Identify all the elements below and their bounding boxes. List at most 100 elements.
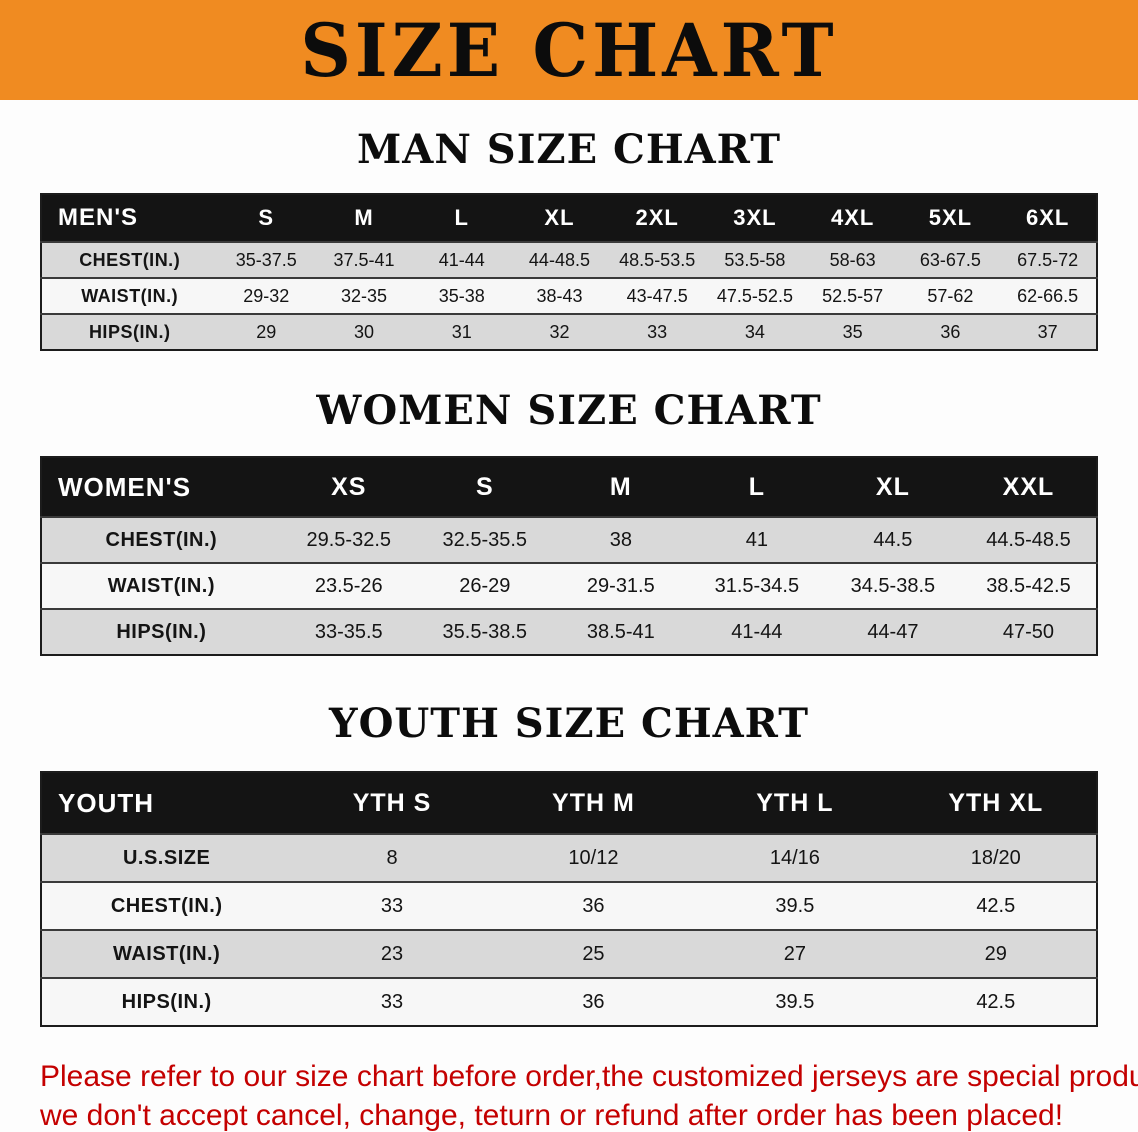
size-header-cell: 4XL (803, 194, 902, 242)
youth-size-chart-section: YOUTH SIZE CHART YOUTH YTH S YTH M YTH L YTH… (0, 700, 1138, 1027)
table-row: CHEST(IN.) 29.5-32.5 32.5-35.5 38 41 44.5 44.5… (41, 517, 1097, 563)
table-header-row: YOUTH YTH S YTH M YTH L YTH XL (41, 772, 1097, 834)
measurement-value-cell: 36 (582, 990, 605, 1013)
mens-size-table: MEN'S S M L XL 2XL 3XL 4XL 5XL 6XL CHEST(IN.) 35-37… (40, 193, 1098, 351)
table-title-cell: WOMEN'S (41, 457, 281, 517)
measurement-value-cell: 25 (582, 942, 605, 965)
measurement-value-cell: 44-48.5 (528, 249, 590, 270)
measurement-label-cell: CHEST(IN.) (79, 249, 181, 270)
measurement-value-cell: 33 (380, 894, 404, 917)
measurement-value-cell: 35.5-38.5 (442, 620, 528, 643)
table-title-cell: MEN'S (41, 194, 218, 242)
size-header-cell: S (416, 457, 553, 517)
measurement-value-cell: 38.5-42.5 (986, 574, 1071, 597)
table-row: CHEST(IN.) 35-37.5 37.5-41 41-44 44-48.5 48.5… (41, 242, 1097, 278)
measurement-value-cell: 47.5-52.5 (716, 285, 793, 306)
disclaimer-line-1: Please refer to our size chart before or… (40, 1060, 1138, 1093)
measurement-value-cell: 41-44 (731, 620, 783, 643)
measurement-value-cell: 18/20 (970, 846, 1021, 869)
measurement-value-cell: 33 (380, 990, 404, 1013)
man-size-chart-heading: MAN SIZE CHART (357, 126, 781, 173)
measurement-value-cell: 35-37.5 (235, 249, 297, 270)
size-header-cell: 2XL (608, 194, 707, 242)
measurement-value-cell: 31 (451, 321, 472, 342)
size-header-cell: XXL (960, 457, 1097, 517)
measurement-value-cell: 30 (353, 321, 374, 342)
measurement-value-cell: 48.5-53.5 (619, 249, 696, 270)
size-chart-banner: SIZE CHART (0, 0, 1138, 100)
table-title-cell: YOUTH (41, 772, 292, 834)
measurement-label-cell: HIPS(IN.) (116, 620, 207, 643)
size-header-cell: L (688, 457, 825, 517)
women-size-chart-section: WOMEN SIZE CHART WOMEN'S XS S M L XL XXL CHEST(… (0, 387, 1138, 656)
measurement-value-cell: 29 (256, 321, 277, 342)
table-row: HIPS(IN.) 33 36 39.5 42.5 (41, 978, 1097, 1026)
measurement-label-cell: CHEST(IN.) (105, 528, 218, 551)
measurement-value-cell: 36 (582, 894, 605, 917)
size-header-cell: 5XL (901, 194, 1000, 242)
measurement-value-cell: 33-35.5 (314, 620, 383, 643)
measurement-value-cell: 62-66.5 (1017, 285, 1079, 306)
size-header-cell: 6XL (999, 194, 1097, 242)
table-row: WAIST(IN.) 23.5-26 26-29 29-31.5 31.5-34.5 34… (41, 563, 1097, 609)
table-header-row: WOMEN'S XS S M L XL XXL (41, 457, 1097, 517)
order-disclaimer: Please refer to our size chart before or… (40, 1057, 1138, 1132)
measurement-value-cell: 27 (783, 942, 806, 965)
table-row: HIPS(IN.) 29 30 31 32 33 34 35 36 37 (41, 314, 1097, 350)
size-header-cell: XS (280, 457, 417, 517)
measurement-label-cell: WAIST(IN.) (81, 285, 179, 306)
measurement-value-cell: 34 (744, 321, 765, 342)
measurement-value-cell: 39.5 (775, 990, 815, 1013)
size-header-cell: YTH L (694, 772, 896, 834)
measurement-value-cell: 33 (647, 321, 668, 342)
measurement-value-cell: 26-29 (459, 574, 511, 597)
size-header-cell: 3XL (706, 194, 804, 242)
measurement-value-cell: 36 (940, 321, 961, 342)
measurement-value-cell: 29.5-32.5 (306, 528, 392, 551)
measurement-label-cell: U.S.SIZE (122, 846, 211, 869)
measurement-value-cell: 42.5 (976, 990, 1016, 1013)
measurement-value-cell: 23.5-26 (314, 574, 383, 597)
measurement-value-cell: 32.5-35.5 (442, 528, 528, 551)
measurement-value-cell: 44.5-48.5 (986, 528, 1071, 551)
measurement-value-cell: 67.5-72 (1017, 249, 1079, 270)
measurement-value-cell: 44-47 (867, 620, 919, 643)
measurement-value-cell: 52.5-57 (822, 285, 884, 306)
measurement-value-cell: 38 (609, 528, 632, 551)
size-header-cell: YTH S (291, 772, 493, 834)
measurement-value-cell: 41 (745, 528, 768, 551)
womens-size-table: WOMEN'S XS S M L XL XXL CHEST(IN.) 29.5-32.5 32.5… (40, 456, 1098, 656)
size-chart-title: SIZE CHART (300, 6, 838, 94)
measurement-value-cell: 35-38 (438, 285, 485, 306)
measurement-label-cell: WAIST(IN.) (107, 574, 215, 597)
youth-size-table: YOUTH YTH S YTH M YTH L YTH XL U.S.SIZE 8 10/12… (40, 771, 1098, 1027)
women-size-chart-heading: WOMEN SIZE CHART (316, 387, 822, 434)
measurement-value-cell: 53.5-58 (724, 249, 786, 270)
measurement-value-cell: 31.5-34.5 (714, 574, 800, 597)
size-header-cell: XL (824, 457, 961, 517)
measurement-value-cell: 63-67.5 (919, 249, 981, 270)
table-row: WAIST(IN.) 23 25 27 29 (41, 930, 1097, 978)
size-header-cell: YTH M (492, 772, 695, 834)
size-header-cell: M (552, 457, 689, 517)
measurement-value-cell: 14/16 (769, 846, 820, 869)
table-row: CHEST(IN.) 33 36 39.5 42.5 (41, 882, 1097, 930)
table-row: U.S.SIZE 8 10/12 14/16 18/20 (41, 834, 1097, 882)
measurement-value-cell: 10/12 (568, 846, 619, 869)
measurement-value-cell: 57-62 (927, 285, 974, 306)
measurement-value-cell: 44.5 (873, 528, 913, 551)
table-row: WAIST(IN.) 29-32 32-35 35-38 38-43 43-47.5 47.… (41, 278, 1097, 314)
measurement-value-cell: 41-44 (438, 249, 485, 270)
measurement-label-cell: HIPS(IN.) (121, 990, 212, 1013)
size-header-cell: XL (510, 194, 609, 242)
size-header-cell: L (412, 194, 511, 242)
measurement-label-cell: HIPS(IN.) (88, 321, 171, 342)
measurement-label-cell: CHEST(IN.) (110, 894, 223, 917)
measurement-value-cell: 32 (549, 321, 570, 342)
measurement-value-cell: 39.5 (775, 894, 815, 917)
measurement-value-cell: 58-63 (829, 249, 876, 270)
measurement-value-cell: 29 (984, 942, 1007, 965)
measurement-value-cell: 38.5-41 (586, 620, 655, 643)
measurement-value-cell: 34.5-38.5 (850, 574, 936, 597)
